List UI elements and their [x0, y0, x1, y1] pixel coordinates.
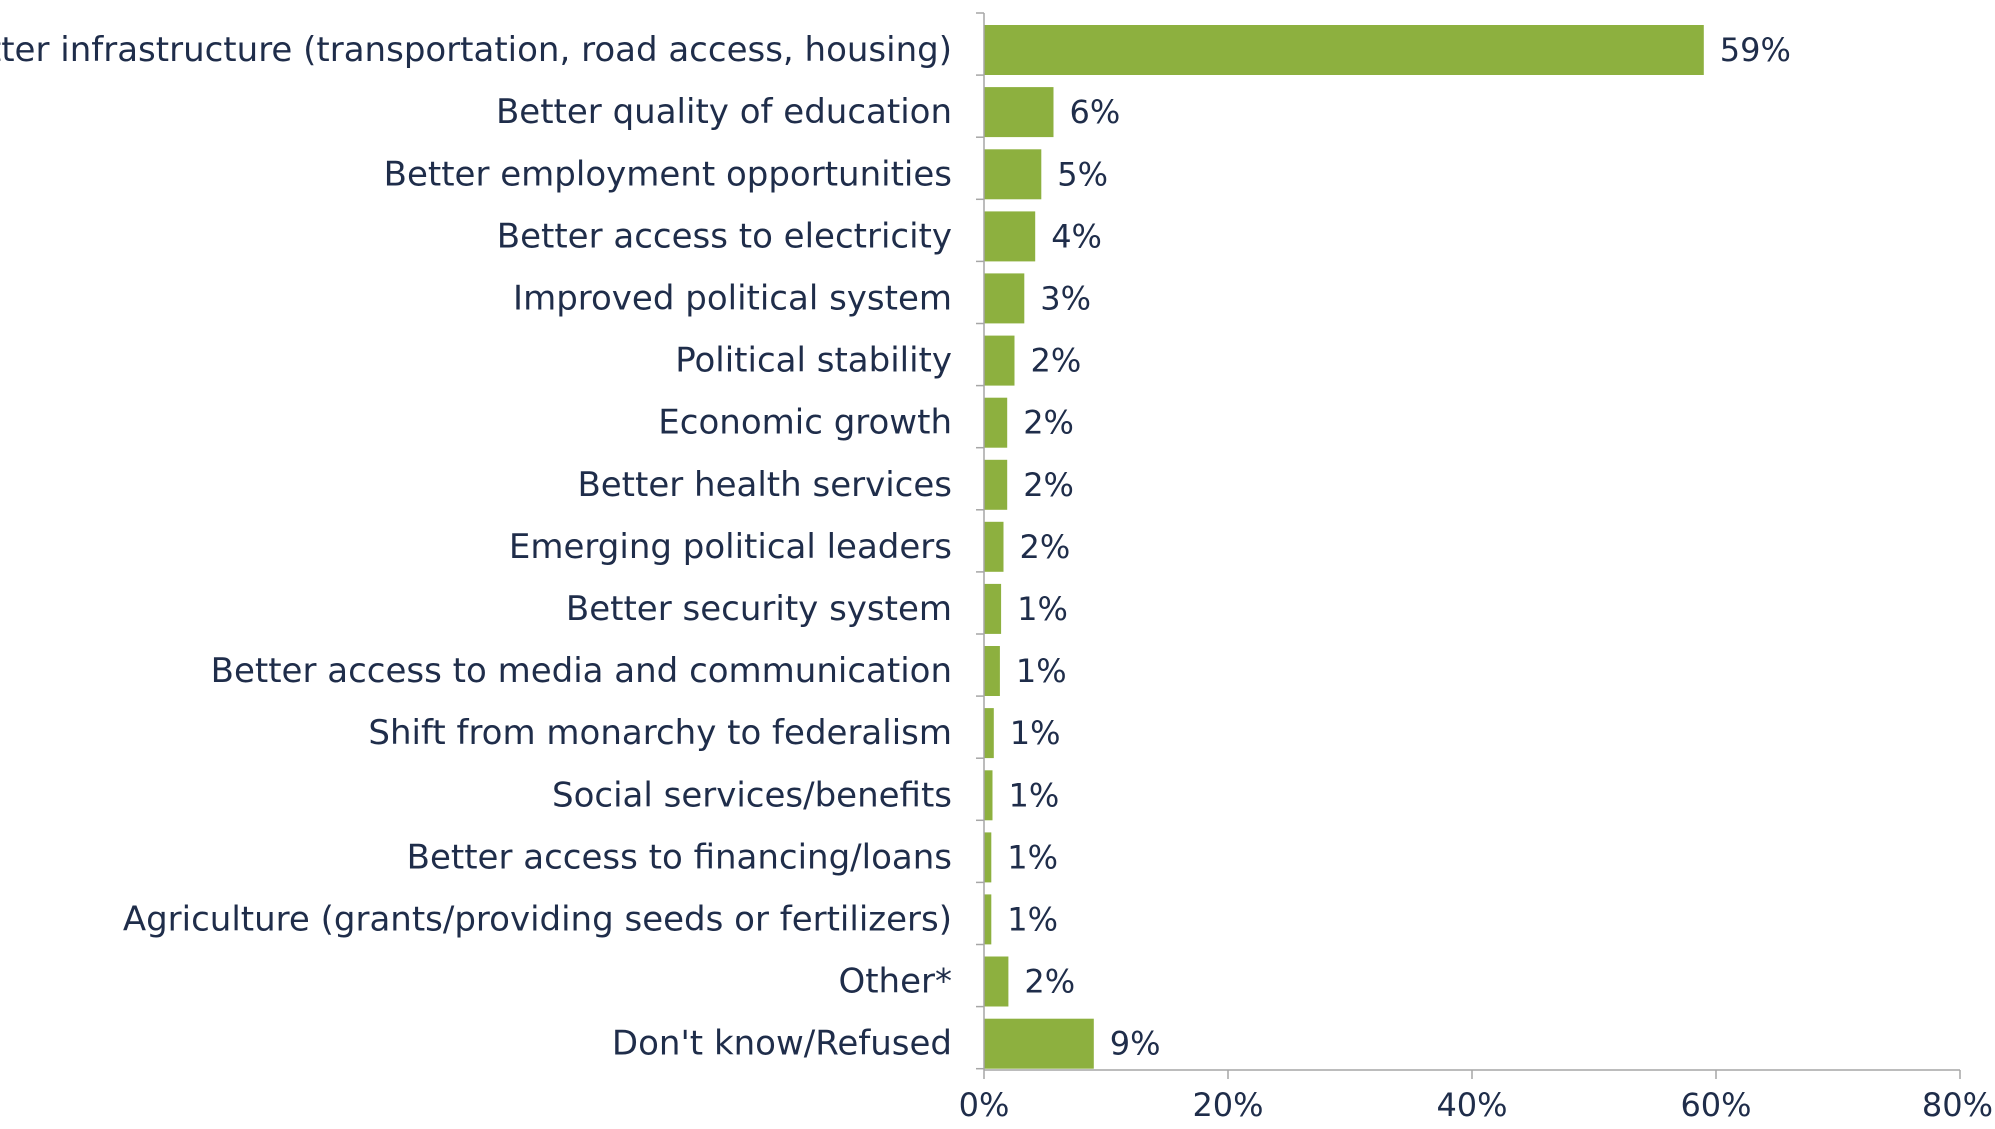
- data-label: 2%: [1020, 528, 1071, 566]
- bar: [984, 708, 994, 759]
- bars: [984, 25, 1704, 1069]
- data-label: 1%: [1007, 900, 1058, 938]
- category-label: Better employment opportunities: [384, 154, 952, 194]
- category-label: Better security system: [566, 589, 952, 629]
- bar: [984, 646, 1000, 696]
- data-label: 2%: [1023, 404, 1074, 442]
- category-labels: Better infrastructure (transportation, r…: [0, 30, 952, 1064]
- bar: [984, 397, 1008, 448]
- category-label: Economic growth: [658, 403, 952, 443]
- bar: [984, 211, 1036, 262]
- data-label: 1%: [1010, 714, 1061, 752]
- value-labels: 59% 6% 5% 4% 3% 2% 2% 2% 2% 1% 1% 1% 1% 1% 1% 2% 9%: [1007, 31, 1791, 1063]
- data-label: 2%: [1031, 342, 1082, 380]
- category-label: Better health services: [577, 465, 952, 505]
- category-label: Better quality of education: [496, 92, 952, 132]
- bar: [984, 521, 1004, 572]
- category-label: Other*: [838, 962, 952, 1002]
- bar: [984, 894, 992, 945]
- category-label: Don't know/Refused: [612, 1024, 952, 1064]
- x-tick-label: 20%: [1192, 1086, 1263, 1124]
- category-label: Better infrastructure (transportation, r…: [0, 30, 952, 70]
- data-label: 5%: [1057, 155, 1108, 193]
- data-label: 9%: [1110, 1025, 1161, 1063]
- bar: [984, 1018, 1094, 1069]
- bar: [984, 832, 992, 883]
- x-tick-label: 60%: [1680, 1086, 1751, 1124]
- bar: [984, 459, 1008, 510]
- category-label: Improved political system: [513, 278, 952, 318]
- data-label: 1%: [1017, 590, 1068, 628]
- category-label: Better access to electricity: [497, 216, 952, 256]
- data-label: 1%: [1009, 776, 1060, 814]
- bar: [984, 583, 1002, 634]
- data-label: 1%: [1007, 838, 1058, 876]
- bar: [984, 149, 1042, 200]
- axes: [976, 12, 1961, 1079]
- category-label: Better access to financing/loans: [407, 837, 952, 877]
- category-label: Better access to media and communication: [211, 651, 952, 691]
- bar: [984, 956, 1009, 1007]
- x-tick-label: 0%: [959, 1086, 1010, 1124]
- bar: [984, 25, 1704, 75]
- data-label: 4%: [1051, 217, 1102, 255]
- category-label: Emerging political leaders: [509, 527, 952, 567]
- data-label: 59%: [1720, 31, 1791, 69]
- x-axis-ticks: 0% 20% 40% 60% 80%: [959, 1086, 1993, 1124]
- data-label: 6%: [1070, 93, 1121, 131]
- category-label: Political stability: [675, 341, 952, 381]
- data-label: 3%: [1040, 279, 1091, 317]
- x-tick-label: 40%: [1436, 1086, 1507, 1124]
- bar: [984, 335, 1015, 386]
- bar: [984, 87, 1054, 138]
- data-label: 1%: [1016, 652, 1067, 690]
- data-label: 2%: [1023, 466, 1074, 504]
- x-tick-label: 80%: [1922, 1086, 1993, 1124]
- data-label: 2%: [1024, 963, 1075, 1001]
- category-label: Agriculture (grants/providing seeds or f…: [123, 899, 952, 939]
- bar: [984, 770, 993, 821]
- bar: [984, 273, 1025, 324]
- category-label: Shift from monarchy to federalism: [368, 713, 952, 753]
- category-label: Social services/benefits: [552, 775, 952, 815]
